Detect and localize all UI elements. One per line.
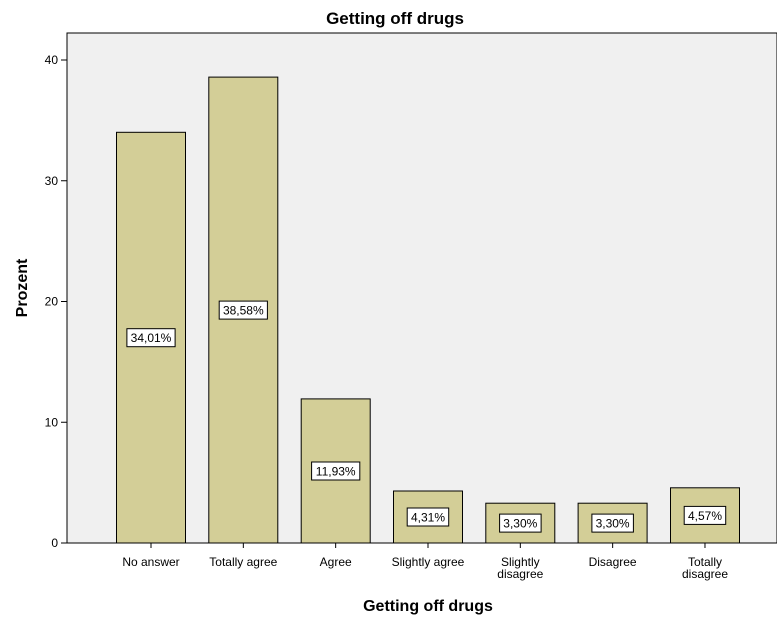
bar <box>577 502 648 544</box>
data-label: 4,57% <box>688 509 722 523</box>
category-label: disagree <box>497 567 543 581</box>
x-axis: No answer Totally agree Agree Slightly agre… <box>122 543 728 581</box>
data-label: 3,30% <box>503 517 537 531</box>
category-label: Slightly agree <box>392 555 465 569</box>
data-labels: 34,01% 38,58% 11,93% 4,31% 3,30% 3,30% 4,57% <box>126 300 727 533</box>
category-label: disagree <box>682 567 728 581</box>
y-tick-label: 30 <box>45 174 59 188</box>
category-label: Disagree <box>589 555 637 569</box>
data-label-box <box>311 461 361 481</box>
y-axis: 0 10 20 30 40 <box>45 53 67 550</box>
data-label-box <box>499 513 542 533</box>
category-label: Agree <box>320 555 352 569</box>
data-label-box <box>218 300 268 320</box>
data-label: 11,93% <box>316 465 356 479</box>
data-label: 38,58% <box>223 304 264 318</box>
y-axis-title: Prozent <box>14 258 31 317</box>
y-tick-label: 20 <box>45 295 59 309</box>
data-label-box <box>406 507 450 527</box>
category-label: Slightly <box>501 555 540 569</box>
chart-title: Getting off drugs <box>326 9 464 28</box>
data-label-box <box>591 513 634 533</box>
data-label: 34,01% <box>131 331 172 345</box>
data-label-box <box>683 505 727 525</box>
category-label: No answer <box>122 555 179 569</box>
data-label: 3,30% <box>596 517 630 531</box>
y-tick-label: 10 <box>45 415 59 429</box>
x-axis-title: Getting off drugs <box>363 598 493 615</box>
y-tick-label: 40 <box>45 53 59 67</box>
data-label: 4,31% <box>411 511 445 525</box>
category-label: Totally agree <box>209 555 277 569</box>
category-label: Totally <box>688 555 722 569</box>
data-label-box <box>126 328 176 348</box>
y-tick-label: 0 <box>51 536 58 550</box>
